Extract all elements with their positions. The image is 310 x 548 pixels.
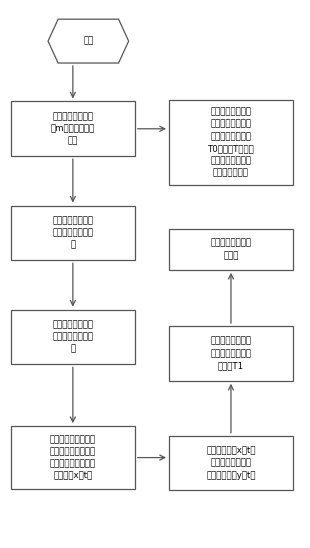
Text: 开始: 开始 (83, 37, 94, 45)
Bar (169, 436, 293, 490)
Bar (11, 101, 135, 156)
Bar (169, 326, 293, 381)
Text: 光电探测器通过接
收天线接收回波信
号: 光电探测器通过接 收天线接收回波信 号 (52, 321, 93, 353)
Text: 主控制器计算目标
的距离: 主控制器计算目标 的距离 (210, 239, 251, 260)
Text: 脉冲信号发生器发
出m个不等间距的
脉冲: 脉冲信号发生器发 出m个不等间距的 脉冲 (51, 112, 95, 145)
Text: 驱动电路驱动激光
二极管产生脉冲激
光: 驱动电路驱动激光 二极管产生脉冲激 光 (52, 216, 93, 249)
Bar (11, 206, 135, 260)
Text: 控制器记录该峰值
时刻点作为测距终
止时刻T1: 控制器记录该峰值 时刻点作为测距终 止时刻T1 (210, 337, 251, 370)
Polygon shape (48, 19, 129, 63)
Bar (11, 426, 135, 489)
Text: 回波数字信号x（t）
经过信号处理模块
计算输出信号y（t）: 回波数字信号x（t） 经过信号处理模块 计算输出信号y（t） (206, 447, 256, 480)
Bar (169, 229, 293, 270)
Bar (11, 310, 135, 364)
Text: 回波信号经过光电探
测器、接收电路和采
样电路后，得出回波
数字信号x（t）: 回波信号经过光电探 测器、接收电路和采 样电路后，得出回波 数字信号x（t） (50, 435, 96, 480)
Bar (169, 100, 293, 185)
Text: 主控制器记录第一
个脉冲发射的时刻
作为测距起始时刻
T0，并将T和发送
至信号处理模块用
于回波信号处理: 主控制器记录第一 个脉冲发射的时刻 作为测距起始时刻 T0，并将T和发送 至信号… (208, 107, 254, 178)
